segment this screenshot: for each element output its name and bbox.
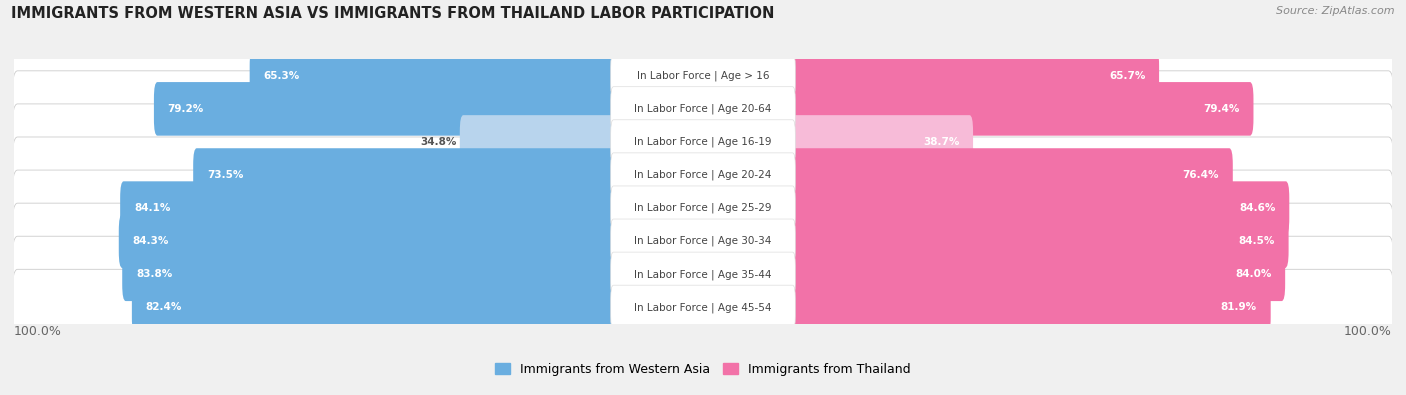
FancyBboxPatch shape xyxy=(610,153,796,197)
FancyBboxPatch shape xyxy=(120,181,617,235)
FancyBboxPatch shape xyxy=(13,137,1393,213)
FancyBboxPatch shape xyxy=(789,181,1289,235)
FancyBboxPatch shape xyxy=(153,82,617,135)
Text: 65.3%: 65.3% xyxy=(263,71,299,81)
FancyBboxPatch shape xyxy=(610,252,796,296)
Text: In Labor Force | Age 25-29: In Labor Force | Age 25-29 xyxy=(634,203,772,213)
Text: In Labor Force | Age 20-64: In Labor Force | Age 20-64 xyxy=(634,103,772,114)
Text: 79.4%: 79.4% xyxy=(1204,104,1240,114)
Text: 76.4%: 76.4% xyxy=(1182,170,1219,180)
Text: In Labor Force | Age > 16: In Labor Force | Age > 16 xyxy=(637,71,769,81)
FancyBboxPatch shape xyxy=(250,49,617,103)
FancyBboxPatch shape xyxy=(610,186,796,230)
Text: 100.0%: 100.0% xyxy=(14,325,62,338)
Text: 65.7%: 65.7% xyxy=(1109,71,1146,81)
FancyBboxPatch shape xyxy=(789,115,973,169)
FancyBboxPatch shape xyxy=(122,248,617,301)
Text: In Labor Force | Age 35-44: In Labor Force | Age 35-44 xyxy=(634,269,772,280)
Text: 38.7%: 38.7% xyxy=(922,137,959,147)
FancyBboxPatch shape xyxy=(193,148,617,202)
Text: 79.2%: 79.2% xyxy=(167,104,204,114)
FancyBboxPatch shape xyxy=(13,170,1393,246)
Text: Source: ZipAtlas.com: Source: ZipAtlas.com xyxy=(1277,6,1395,16)
FancyBboxPatch shape xyxy=(118,214,617,268)
FancyBboxPatch shape xyxy=(610,120,796,164)
Text: 83.8%: 83.8% xyxy=(136,269,173,279)
FancyBboxPatch shape xyxy=(789,49,1159,103)
Text: 84.3%: 84.3% xyxy=(132,236,169,246)
Text: In Labor Force | Age 16-19: In Labor Force | Age 16-19 xyxy=(634,137,772,147)
Text: 84.1%: 84.1% xyxy=(134,203,170,213)
FancyBboxPatch shape xyxy=(610,285,796,329)
FancyBboxPatch shape xyxy=(789,82,1254,135)
Text: 84.0%: 84.0% xyxy=(1234,269,1271,279)
Text: 100.0%: 100.0% xyxy=(1344,325,1392,338)
FancyBboxPatch shape xyxy=(13,236,1393,312)
FancyBboxPatch shape xyxy=(13,104,1393,180)
Text: 34.8%: 34.8% xyxy=(420,137,457,147)
FancyBboxPatch shape xyxy=(13,203,1393,279)
FancyBboxPatch shape xyxy=(460,115,617,169)
Text: 73.5%: 73.5% xyxy=(207,170,243,180)
Text: In Labor Force | Age 30-34: In Labor Force | Age 30-34 xyxy=(634,236,772,246)
FancyBboxPatch shape xyxy=(789,214,1289,268)
FancyBboxPatch shape xyxy=(13,71,1393,147)
FancyBboxPatch shape xyxy=(610,87,796,131)
FancyBboxPatch shape xyxy=(789,280,1271,334)
FancyBboxPatch shape xyxy=(610,54,796,98)
FancyBboxPatch shape xyxy=(13,38,1393,114)
FancyBboxPatch shape xyxy=(13,269,1393,345)
Text: In Labor Force | Age 20-24: In Labor Force | Age 20-24 xyxy=(634,170,772,180)
Text: IMMIGRANTS FROM WESTERN ASIA VS IMMIGRANTS FROM THAILAND LABOR PARTICIPATION: IMMIGRANTS FROM WESTERN ASIA VS IMMIGRAN… xyxy=(11,6,775,21)
Text: In Labor Force | Age 45-54: In Labor Force | Age 45-54 xyxy=(634,302,772,312)
FancyBboxPatch shape xyxy=(789,248,1285,301)
FancyBboxPatch shape xyxy=(132,280,617,334)
Text: 81.9%: 81.9% xyxy=(1220,302,1257,312)
FancyBboxPatch shape xyxy=(610,219,796,263)
Text: 84.5%: 84.5% xyxy=(1239,236,1275,246)
FancyBboxPatch shape xyxy=(789,148,1233,202)
Legend: Immigrants from Western Asia, Immigrants from Thailand: Immigrants from Western Asia, Immigrants… xyxy=(495,363,911,376)
Text: 82.4%: 82.4% xyxy=(146,302,181,312)
Text: 84.6%: 84.6% xyxy=(1239,203,1275,213)
